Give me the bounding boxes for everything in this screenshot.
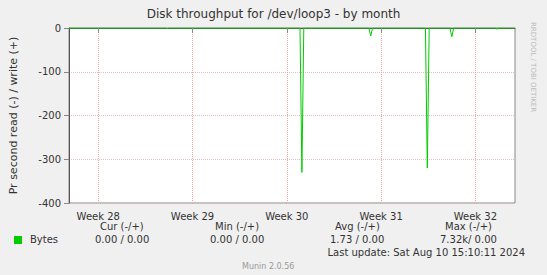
svg-text:Avg (-/+): Avg (-/+): [335, 221, 380, 232]
svg-text:Last update: Sat Aug 10 15:10:: Last update: Sat Aug 10 15:10:11 2024: [327, 247, 525, 258]
svg-text:Cur (-/+): Cur (-/+): [100, 221, 144, 232]
svg-text:-400: -400: [38, 198, 61, 209]
svg-text:Min (-/+): Min (-/+): [215, 221, 259, 232]
svg-text:Week 29: Week 29: [171, 211, 214, 222]
svg-text:Disk throughput for /dev/loop3: Disk throughput for /dev/loop3 - by mont…: [147, 7, 401, 21]
svg-text:RRDTOOL / TOBI OETIKER: RRDTOOL / TOBI OETIKER: [529, 22, 537, 112]
svg-text:Week 31: Week 31: [359, 211, 402, 222]
svg-text:0.00 / 0.00: 0.00 / 0.00: [95, 234, 149, 245]
svg-text:Week 32: Week 32: [454, 211, 497, 222]
svg-text:0: 0: [55, 23, 61, 34]
svg-text:Munin 2.0.56: Munin 2.0.56: [242, 262, 294, 271]
svg-text:Bytes: Bytes: [30, 234, 58, 245]
svg-text:-100: -100: [38, 66, 61, 77]
svg-text:Week 30: Week 30: [265, 211, 308, 222]
svg-text:0.00 / 0.00: 0.00 / 0.00: [210, 234, 264, 245]
svg-text:1.73 / 0.00: 1.73 / 0.00: [330, 234, 384, 245]
svg-text:Pr second read (-) / write (+): Pr second read (-) / write (+): [7, 37, 20, 195]
svg-text:-200: -200: [38, 110, 61, 121]
svg-text:Week 28: Week 28: [77, 211, 120, 222]
svg-text:-300: -300: [38, 154, 61, 165]
svg-text:Max (-/+): Max (-/+): [445, 221, 492, 232]
svg-text:7.32k/ 0.00: 7.32k/ 0.00: [440, 234, 497, 245]
